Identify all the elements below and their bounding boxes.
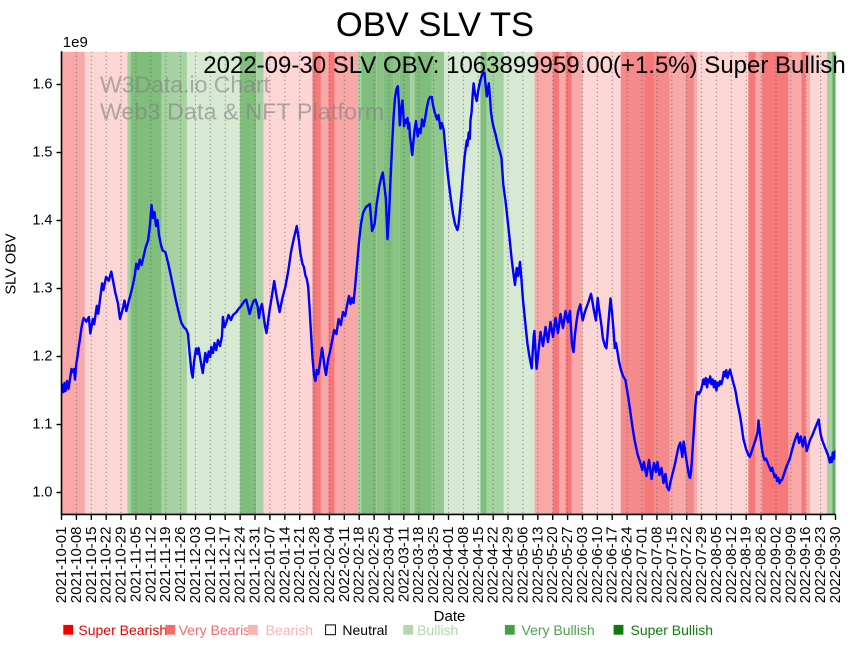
svg-text:1.6: 1.6 <box>32 77 52 93</box>
svg-text:1.5: 1.5 <box>32 145 52 161</box>
svg-text:2022-05-27: 2022-05-27 <box>559 527 576 604</box>
svg-text:2022-05-06: 2022-05-06 <box>514 527 531 604</box>
svg-text:2021-12-31: 2021-12-31 <box>247 527 264 604</box>
svg-text:2021-10-22: 2021-10-22 <box>98 527 115 604</box>
svg-text:2022-06-10: 2022-06-10 <box>589 527 606 604</box>
svg-text:2022-01-07: 2022-01-07 <box>261 527 278 604</box>
svg-text:2022-06-24: 2022-06-24 <box>619 527 636 604</box>
svg-text:2021-11-12: 2021-11-12 <box>142 527 159 603</box>
svg-text:2022-07-29: 2022-07-29 <box>693 527 710 604</box>
svg-text:2022-02-11: 2022-02-11 <box>336 527 353 603</box>
svg-text:1.1: 1.1 <box>32 417 52 433</box>
svg-text:1.3: 1.3 <box>32 281 52 297</box>
svg-text:2022-04-01: 2022-04-01 <box>440 527 457 604</box>
svg-text:2022-04-08: 2022-04-08 <box>455 527 472 604</box>
svg-text:2022-09-30: 2022-09-30 <box>827 527 844 604</box>
svg-text:2022-02-25: 2022-02-25 <box>366 527 383 604</box>
svg-text:2022-03-11: 2022-03-11 <box>395 527 412 603</box>
svg-text:2022-01-28: 2022-01-28 <box>306 527 323 604</box>
svg-text:2021-10-01: 2021-10-01 <box>53 527 70 604</box>
svg-text:SLV OBV: SLV OBV <box>4 233 20 294</box>
svg-text:1.0: 1.0 <box>32 485 52 501</box>
svg-text:2022-03-04: 2022-03-04 <box>381 527 398 604</box>
svg-text:1.2: 1.2 <box>32 349 52 365</box>
svg-text:2022-05-13: 2022-05-13 <box>529 527 546 604</box>
svg-text:1e9: 1e9 <box>63 34 88 51</box>
svg-text:2022-09-23: 2022-09-23 <box>812 527 829 604</box>
svg-text:2021-11-05: 2021-11-05 <box>127 527 144 603</box>
svg-text:2022-03-18: 2022-03-18 <box>410 527 427 604</box>
svg-text:2021-11-19: 2021-11-19 <box>157 527 174 603</box>
svg-text:2021-12-24: 2021-12-24 <box>232 527 249 604</box>
svg-text:2022-09-02: 2022-09-02 <box>768 527 785 604</box>
svg-text:Super Bearish: Super Bearish <box>78 622 167 638</box>
svg-text:2022-08-12: 2022-08-12 <box>723 527 740 604</box>
svg-text:2022-09-16: 2022-09-16 <box>797 527 814 604</box>
svg-text:2022-02-18: 2022-02-18 <box>351 527 368 604</box>
svg-text:2022-01-14: 2022-01-14 <box>276 527 293 604</box>
svg-text:W3Data.io Chart: W3Data.io Chart <box>100 71 271 97</box>
svg-text:2022-02-04: 2022-02-04 <box>321 527 338 604</box>
svg-text:2022-07-01: 2022-07-01 <box>634 527 651 604</box>
svg-text:2022-08-19: 2022-08-19 <box>738 527 755 604</box>
svg-text:2022-07-08: 2022-07-08 <box>648 527 665 604</box>
svg-text:Neutral: Neutral <box>342 622 387 638</box>
svg-text:Bearish: Bearish <box>266 622 313 638</box>
svg-text:2022-06-17: 2022-06-17 <box>604 527 621 604</box>
svg-text:Date: Date <box>434 608 466 625</box>
svg-text:1.4: 1.4 <box>32 213 52 229</box>
svg-text:2022-03-25: 2022-03-25 <box>425 527 442 604</box>
svg-text:2022-08-05: 2022-08-05 <box>708 527 725 604</box>
svg-text:Very Bullish: Very Bullish <box>522 622 595 638</box>
svg-text:2021-11-26: 2021-11-26 <box>172 527 189 603</box>
svg-text:Bullish: Bullish <box>417 622 458 638</box>
svg-text:2022-01-21: 2022-01-21 <box>291 527 308 604</box>
svg-text:2021-10-15: 2021-10-15 <box>83 527 100 604</box>
svg-text:2021-12-03: 2021-12-03 <box>187 527 204 604</box>
svg-text:Super Bullish: Super Bullish <box>631 622 714 638</box>
svg-text:Very Bearish: Very Bearish <box>179 622 258 638</box>
svg-text:2022-09-09: 2022-09-09 <box>782 527 799 604</box>
svg-text:Web3 Data & NFT Platform: Web3 Data & NFT Platform <box>100 99 384 125</box>
svg-text:OBV SLV TS: OBV SLV TS <box>336 6 534 44</box>
svg-text:2021-10-29: 2021-10-29 <box>113 527 130 604</box>
svg-text:2022-08-26: 2022-08-26 <box>753 527 770 604</box>
svg-text:2022-07-15: 2022-07-15 <box>663 527 680 604</box>
svg-text:2022-09-30 SLV OBV: 1063899959: 2022-09-30 SLV OBV: 1063899959.00(+1.5%)… <box>203 52 845 79</box>
svg-text:2022-04-15: 2022-04-15 <box>470 527 487 604</box>
svg-text:2022-04-22: 2022-04-22 <box>485 527 502 604</box>
svg-text:2022-07-22: 2022-07-22 <box>678 527 695 604</box>
svg-text:2022-04-29: 2022-04-29 <box>500 527 517 604</box>
svg-text:2021-12-17: 2021-12-17 <box>217 527 234 604</box>
svg-text:2021-10-08: 2021-10-08 <box>68 527 85 604</box>
svg-text:2021-12-10: 2021-12-10 <box>202 527 219 604</box>
svg-text:2022-05-20: 2022-05-20 <box>544 527 561 604</box>
svg-text:2022-06-03: 2022-06-03 <box>574 527 591 604</box>
